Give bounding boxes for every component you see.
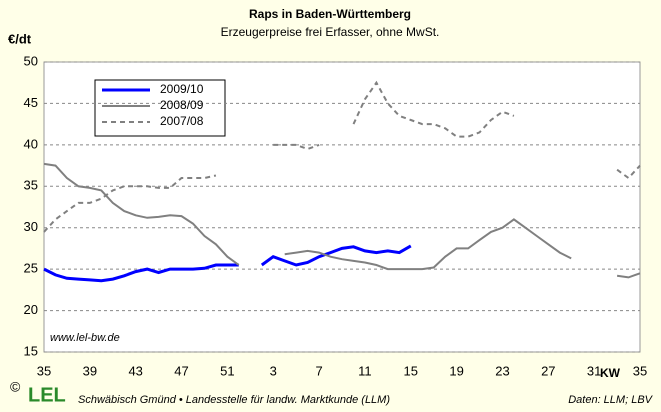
x-tick-label: 19 [449, 363, 463, 378]
x-tick-label: 51 [220, 363, 234, 378]
y-axis-label: €/dt [8, 31, 32, 46]
x-tick-label: 35 [633, 363, 647, 378]
x-tick-label: 7 [315, 363, 322, 378]
x-tick-label: 35 [37, 363, 51, 378]
series-line [43, 162, 641, 279]
x-tick-label: 11 [358, 363, 372, 378]
y-tick-label: 20 [24, 302, 38, 317]
watermark: www.lel-bw.de [50, 332, 120, 344]
logo: LEL [28, 384, 66, 406]
y-tick-label: 30 [24, 219, 38, 234]
footer-org: Schwäbisch Gmünd • Landesstelle für land… [78, 394, 390, 406]
x-tick-label: 43 [128, 363, 142, 378]
y-tick-label: 50 [24, 53, 38, 68]
x-tick-label: 27 [541, 363, 555, 378]
x-tick-label: 23 [495, 363, 509, 378]
chart-subtitle: Erzeugerpreise frei Erfasser, ohne MwSt. [221, 25, 440, 39]
x-tick-label: 3 [270, 363, 277, 378]
y-tick-label: 15 [24, 343, 38, 358]
x-tick-label: 31 [587, 363, 601, 378]
x-tick-label: 15 [404, 363, 418, 378]
footer-source: Daten: LLM; LBV [568, 394, 653, 406]
series-line [43, 244, 412, 283]
y-tick-label: 40 [24, 136, 38, 151]
x-axis-label: KW [600, 366, 621, 380]
x-tick-label: 39 [83, 363, 97, 378]
series-line [43, 80, 641, 233]
x-tick-label: 47 [174, 363, 188, 378]
chart-title: Raps in Baden-Württemberg [249, 7, 411, 21]
y-tick-label: 25 [24, 261, 38, 276]
y-tick-label: 35 [24, 178, 38, 193]
y-tick-label: 45 [24, 95, 38, 110]
legend-label: 2008/09 [160, 98, 204, 112]
legend-label: 2007/08 [160, 114, 204, 128]
legend-label: 2009/10 [160, 82, 204, 96]
legend [94, 79, 226, 137]
copyright: © [10, 379, 21, 395]
